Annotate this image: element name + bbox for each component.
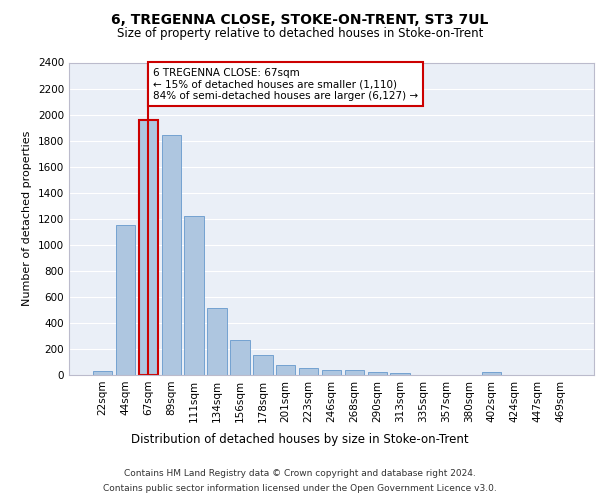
Text: 6 TREGENNA CLOSE: 67sqm
← 15% of detached houses are smaller (1,110)
84% of semi: 6 TREGENNA CLOSE: 67sqm ← 15% of detache… [153,68,418,101]
Text: Distribution of detached houses by size in Stoke-on-Trent: Distribution of detached houses by size … [131,432,469,446]
Bar [368,372,387,375]
Bar [93,371,112,375]
Bar [391,372,410,375]
Bar [184,216,204,375]
Bar [208,308,227,375]
Text: Contains public sector information licensed under the Open Government Licence v3: Contains public sector information licen… [103,484,497,493]
Bar [230,340,250,375]
Bar [139,120,158,375]
Text: Contains HM Land Registry data © Crown copyright and database right 2024.: Contains HM Land Registry data © Crown c… [124,469,476,478]
Bar [344,370,364,375]
Text: Size of property relative to detached houses in Stoke-on-Trent: Size of property relative to detached ho… [117,28,483,40]
Bar [482,372,502,375]
Bar [276,364,295,375]
Bar [299,368,319,375]
Bar [161,136,181,375]
Y-axis label: Number of detached properties: Number of detached properties [22,131,32,306]
Bar [322,370,341,375]
Bar [253,355,272,375]
Bar [116,226,135,375]
Text: 6, TREGENNA CLOSE, STOKE-ON-TRENT, ST3 7UL: 6, TREGENNA CLOSE, STOKE-ON-TRENT, ST3 7… [112,12,488,26]
